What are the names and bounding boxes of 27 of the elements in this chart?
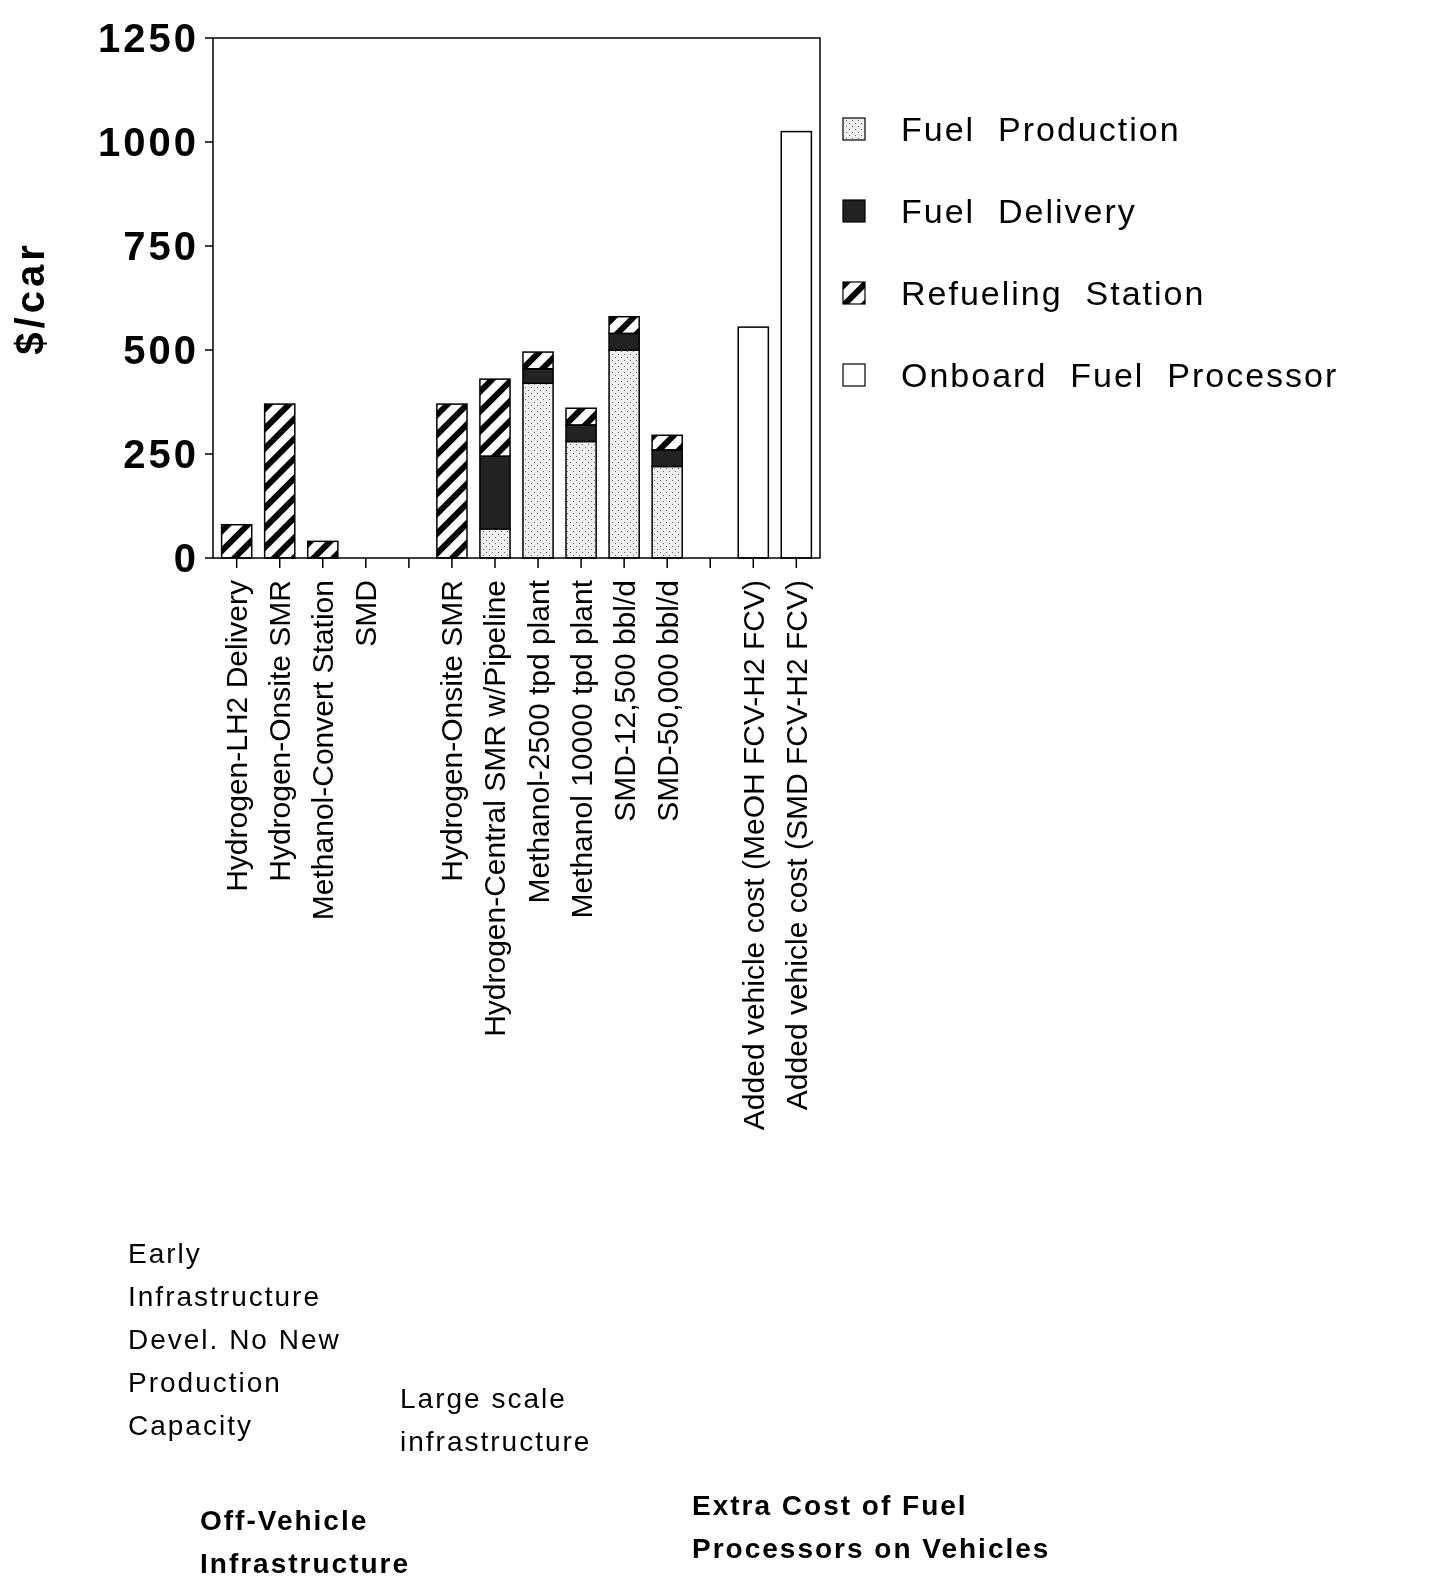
x-tick-label: Hydrogen-Onsite SMR xyxy=(435,580,469,882)
text: Large scale infrastructure xyxy=(400,1383,592,1457)
y-tick-label: 250 xyxy=(123,432,199,476)
x-tick-label: Methanol-Convert Station xyxy=(306,580,340,921)
y-tick-label: 1250 xyxy=(98,16,199,60)
x-tick-label: Hydrogen-Onsite SMR xyxy=(263,580,297,882)
x-tick-label: Added vehicle cost (SMD FCV-H2 FCV) xyxy=(779,580,813,1111)
x-tick-label: SMD-50,000 bbl/d xyxy=(650,580,684,822)
legend-label: Refueling Station xyxy=(901,273,1206,312)
text: Extra Cost of Fuel Processors on Vehicles xyxy=(692,1490,1051,1564)
legend-label: Onboard Fuel Processor xyxy=(901,355,1339,394)
text: Early Infrastructure Devel. No New Production Capacity xyxy=(128,1238,341,1441)
x-tick-label: SMD xyxy=(349,580,383,647)
legend-label: Fuel Production xyxy=(901,109,1181,148)
x-tick-label: Hydrogen-LH2 Delivery xyxy=(220,580,254,892)
y-tick-label: 750 xyxy=(123,224,199,268)
x-tick-label: Hydrogen-Central SMR w/Pipeline xyxy=(478,580,512,1037)
y-tick-label: 500 xyxy=(123,328,199,372)
y-axis-title: $/car xyxy=(8,241,52,355)
y-tick-label: 0 xyxy=(173,536,199,580)
legend-label: Fuel Delivery xyxy=(901,191,1137,230)
y-tick-label: 1000 xyxy=(98,120,199,164)
text: Off-Vehicle Infrastructure xyxy=(200,1505,411,1579)
x-tick-label: Methanol 10000 tpd plant xyxy=(564,579,598,919)
x-tick-label: Added vehicle cost (MeOH FCV-H2 FCV) xyxy=(736,580,770,1131)
x-tick-label: SMD-12,500 bbl/d xyxy=(607,580,641,822)
x-tick-label: Methanol-2500 tpd plant xyxy=(521,579,555,904)
